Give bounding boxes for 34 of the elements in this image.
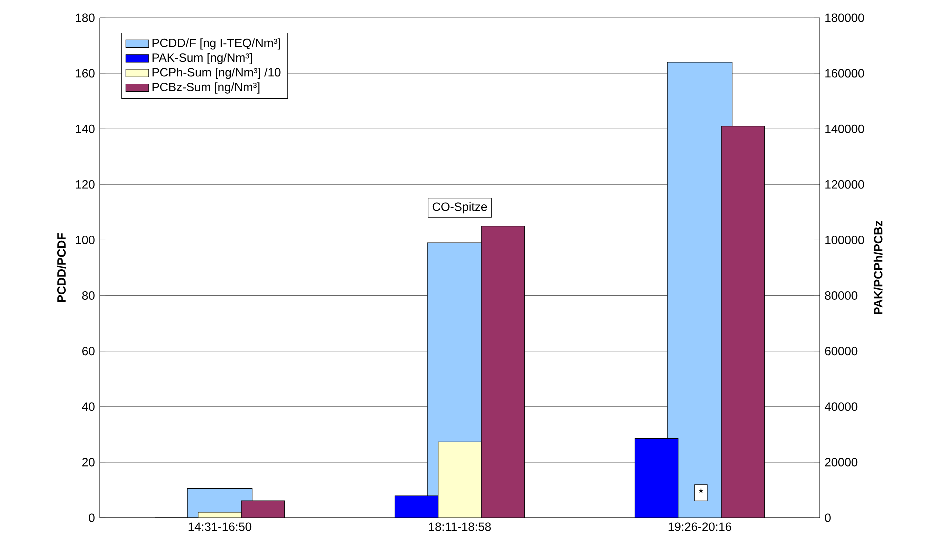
annotation: CO-Spitze	[432, 202, 488, 214]
y-tick-label: 80	[82, 292, 95, 300]
y2-axis-title: PAK/PCPh/PCBz	[874, 221, 883, 315]
y2-tick-label: 80000	[825, 292, 858, 300]
y2-tick-label: 100000	[826, 236, 864, 245]
legend-label: PCPh-Sum [ng/Nm³] /10	[152, 68, 281, 80]
y2-tick-label: 0	[825, 514, 831, 522]
y-tick-label: 180	[76, 14, 95, 22]
y-tick-label: 100	[76, 236, 95, 245]
x-tick-label: 19:26-20:16	[668, 522, 732, 532]
y2-tick-label: 160000	[826, 69, 864, 78]
y-axis-title: PCDD/PCDF	[57, 234, 66, 302]
y2-tick-label: 140000	[826, 125, 864, 134]
bar	[634, 438, 679, 518]
legend-label: PCDD/F [ng I-TEQ/Nm³]	[152, 38, 280, 50]
x-tick-label: 18:11-18:58	[429, 522, 492, 532]
y-tick-label: 60	[82, 347, 95, 356]
bar	[395, 496, 438, 518]
bar	[438, 442, 482, 518]
y2-tick-label: 20000	[825, 458, 858, 467]
y-tick-label: 40	[82, 402, 95, 412]
y2-tick-label: 120000	[826, 180, 864, 190]
legend-label: PAK-Sum [ng/Nm³]	[152, 53, 252, 65]
legend-label: PCBz-Sum [ng/Nm³]	[152, 82, 260, 94]
y-tick-label: 0	[89, 514, 95, 522]
y2-tick-label: 60000	[825, 347, 858, 356]
x-tick-label: 14:31-16:50	[188, 522, 252, 532]
y2-tick-label: 180000	[826, 14, 864, 22]
annotation: *	[699, 489, 704, 494]
y-tick-label: 140	[76, 125, 95, 134]
y-tick-label: 120	[76, 180, 95, 190]
y2-tick-label: 40000	[824, 402, 858, 412]
y-tick-label: 160	[76, 69, 95, 78]
y-tick-label: 20	[82, 458, 95, 467]
